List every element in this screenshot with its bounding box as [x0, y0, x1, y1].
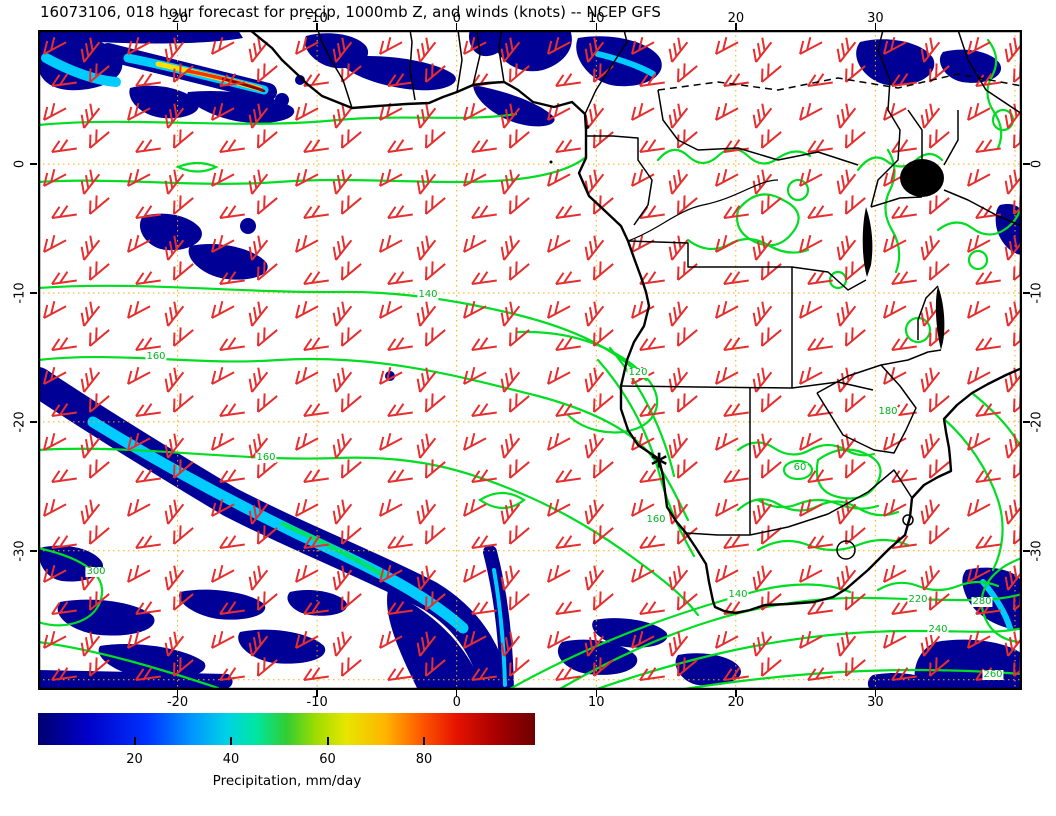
axis-tick-mark: [176, 690, 179, 697]
contour-label: 120: [627, 367, 649, 378]
map-plot: [38, 30, 1022, 690]
colorbar-tick-mark: [326, 737, 329, 745]
contour-label: 220: [907, 594, 929, 605]
axis-tick-label-top: -20: [166, 11, 189, 26]
axis-tick-label-bottom: -10: [306, 695, 328, 710]
contour-label: 160: [145, 351, 167, 362]
axis-tick-mark: [455, 23, 458, 30]
axis-tick-label-top: 20: [727, 11, 745, 26]
colorbar-tick-label: 60: [319, 752, 336, 767]
axis-tick-mark: [1023, 292, 1030, 294]
colorbar-tick-mark: [423, 737, 426, 745]
colorbar: [38, 713, 535, 745]
axis-tick-mark: [176, 23, 179, 30]
colorbar-tick-mark: [230, 737, 232, 745]
axis-tick-label-right: 0: [1029, 159, 1045, 169]
colorbar-label: Precipitation, mm/day: [212, 773, 362, 789]
axis-tick-label-right: -10: [1029, 282, 1045, 304]
axis-tick-label-right: -20: [1029, 411, 1045, 433]
contour-label: 140: [727, 589, 749, 600]
wind-barbs: [38, 30, 1022, 690]
axis-tick-mark: [316, 690, 318, 697]
axis-tick-mark: [735, 23, 737, 30]
lakes: [549, 125, 945, 350]
axis-tick-mark: [30, 163, 37, 165]
axis-tick-label-bottom: 10: [588, 695, 605, 710]
contour-label: 280: [971, 596, 993, 607]
axis-tick-label-left: -20: [12, 411, 28, 433]
contour-label: 60: [792, 462, 808, 473]
axis-tick-label-left: -10: [12, 282, 28, 304]
axis-tick-label-bottom: 30: [867, 695, 884, 710]
coastline: [249, 30, 1022, 615]
axis-tick-label-top: 0: [452, 11, 461, 26]
colorbar-tick-label: 80: [415, 752, 433, 767]
plot-frame: [38, 30, 1022, 690]
axis-tick-mark: [1023, 421, 1030, 423]
axis-tick-label-bottom: 0: [452, 695, 461, 710]
contour-label: 240: [927, 624, 949, 635]
axis-tick-label-top: 10: [588, 11, 605, 26]
location-marker: *: [650, 446, 668, 485]
colorbar-tick-mark: [133, 737, 136, 745]
contour-label: 140: [417, 289, 439, 300]
axis-tick-label-top: 30: [867, 11, 884, 26]
country-borders: [317, 30, 1022, 560]
axis-tick-mark: [316, 23, 318, 30]
contour-label: 160: [255, 452, 277, 463]
axis-tick-mark: [30, 292, 37, 294]
axis-tick-mark: [874, 23, 877, 30]
axis-tick-label-top: -10: [306, 11, 328, 26]
axis-tick-mark: [735, 690, 737, 697]
axis-tick-label-bottom: -20: [166, 695, 189, 710]
colorbar-tick-label: 20: [126, 752, 143, 767]
axis-tick-mark: [874, 690, 877, 697]
axis-tick-mark: [1023, 550, 1030, 552]
axis-tick-mark: [595, 23, 598, 30]
contour-label: 300: [85, 566, 107, 577]
colorbar-tick-label: 40: [222, 752, 240, 767]
axis-tick-label-left: -30: [12, 540, 28, 562]
axis-tick-mark: [595, 690, 598, 697]
contour-label: 160: [645, 514, 667, 525]
axis-tick-mark: [30, 550, 37, 552]
axis-tick-label-right: -30: [1029, 540, 1045, 562]
axis-tick-mark: [1023, 163, 1030, 165]
axis-tick-mark: [455, 690, 458, 697]
axis-tick-label-left: 0: [12, 159, 28, 169]
contour-label: 180: [877, 406, 899, 417]
axis-tick-mark: [30, 421, 37, 423]
axis-tick-label-bottom: 20: [727, 695, 745, 710]
contour-label: 260: [982, 669, 1004, 680]
plot-title: 16073106, 018 hour forecast for precip, …: [40, 3, 661, 21]
